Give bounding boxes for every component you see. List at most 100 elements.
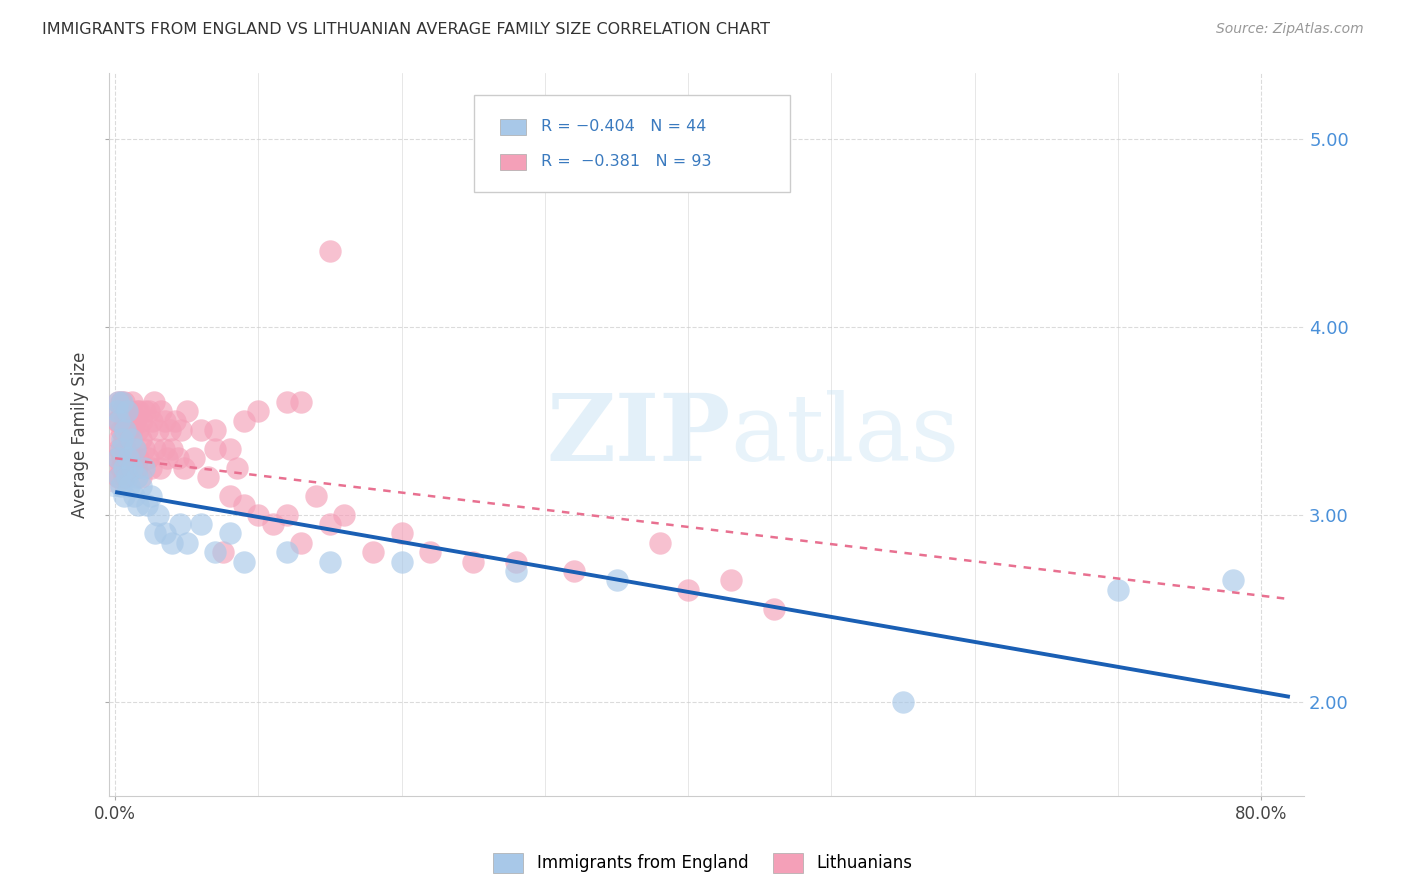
Point <box>233 555 256 569</box>
Point <box>129 433 152 447</box>
Point <box>121 423 143 437</box>
Point <box>108 442 131 456</box>
Point <box>105 414 128 428</box>
Point <box>143 442 166 456</box>
Point <box>105 404 128 418</box>
Point <box>720 574 742 588</box>
Point <box>159 423 181 437</box>
Point <box>112 470 135 484</box>
Point <box>176 535 198 549</box>
Point <box>463 555 485 569</box>
Point <box>167 451 190 466</box>
Point <box>204 442 226 456</box>
Point <box>124 442 146 456</box>
Point <box>162 535 184 549</box>
Point <box>218 526 240 541</box>
Point <box>648 535 671 549</box>
Point <box>165 414 187 428</box>
Point <box>135 423 157 437</box>
Point <box>1107 582 1129 597</box>
Point <box>169 516 191 531</box>
Point <box>218 489 240 503</box>
Point <box>114 442 136 456</box>
Point <box>108 433 131 447</box>
Point <box>305 489 328 503</box>
Point <box>155 526 177 541</box>
Point <box>276 508 298 522</box>
FancyBboxPatch shape <box>501 119 526 135</box>
Point <box>333 508 356 522</box>
Point <box>117 404 139 418</box>
Point <box>118 479 141 493</box>
Point <box>1222 574 1244 588</box>
Point <box>676 582 699 597</box>
Point <box>124 442 146 456</box>
Text: IMMIGRANTS FROM ENGLAND VS LITHUANIAN AVERAGE FAMILY SIZE CORRELATION CHART: IMMIGRANTS FROM ENGLAND VS LITHUANIAN AV… <box>42 22 770 37</box>
Point <box>108 470 131 484</box>
Point <box>170 423 193 437</box>
Point <box>247 508 270 522</box>
Point <box>112 460 135 475</box>
Point <box>118 460 141 475</box>
Text: atlas: atlas <box>731 390 960 480</box>
Point <box>139 489 162 503</box>
Point <box>111 433 134 447</box>
Y-axis label: Average Family Size: Average Family Size <box>72 351 89 518</box>
Legend: Immigrants from England, Lithuanians: Immigrants from England, Lithuanians <box>486 847 920 880</box>
Point <box>117 442 139 456</box>
Point <box>233 414 256 428</box>
Text: Source: ZipAtlas.com: Source: ZipAtlas.com <box>1216 22 1364 37</box>
Point <box>319 555 342 569</box>
Point <box>190 423 212 437</box>
Point <box>562 564 585 578</box>
Point <box>148 460 170 475</box>
Point <box>111 451 134 466</box>
Point <box>107 394 129 409</box>
Point <box>204 545 226 559</box>
Point <box>122 489 145 503</box>
Point <box>125 404 148 418</box>
Point <box>131 414 153 428</box>
Point <box>183 451 205 466</box>
Point <box>115 423 138 437</box>
Point <box>124 414 146 428</box>
Point <box>127 498 149 512</box>
Point <box>110 394 132 409</box>
Point <box>110 479 132 493</box>
Point <box>176 404 198 418</box>
Point <box>107 470 129 484</box>
Point <box>120 404 142 418</box>
Point <box>105 451 128 466</box>
Point <box>419 545 441 559</box>
Point <box>125 470 148 484</box>
Point <box>262 516 284 531</box>
Point <box>115 404 138 418</box>
Point <box>120 451 142 466</box>
Point <box>155 414 177 428</box>
Point <box>505 564 527 578</box>
Point <box>107 394 129 409</box>
Point <box>146 423 169 437</box>
Point <box>134 404 156 418</box>
Point <box>361 545 384 559</box>
Point <box>162 442 184 456</box>
Point <box>129 479 152 493</box>
Point <box>290 535 312 549</box>
Point <box>505 555 527 569</box>
Point <box>114 414 136 428</box>
Point <box>233 498 256 512</box>
Point <box>153 442 176 456</box>
Text: R =  −0.381   N = 93: R = −0.381 N = 93 <box>541 154 711 169</box>
Point <box>391 555 413 569</box>
Point <box>112 489 135 503</box>
Point <box>120 433 142 447</box>
Point <box>143 526 166 541</box>
Point <box>276 545 298 559</box>
Point <box>891 696 914 710</box>
Point <box>107 414 129 428</box>
Point <box>391 526 413 541</box>
Point <box>108 414 131 428</box>
Point <box>112 394 135 409</box>
Point <box>129 470 152 484</box>
Point <box>138 404 160 418</box>
